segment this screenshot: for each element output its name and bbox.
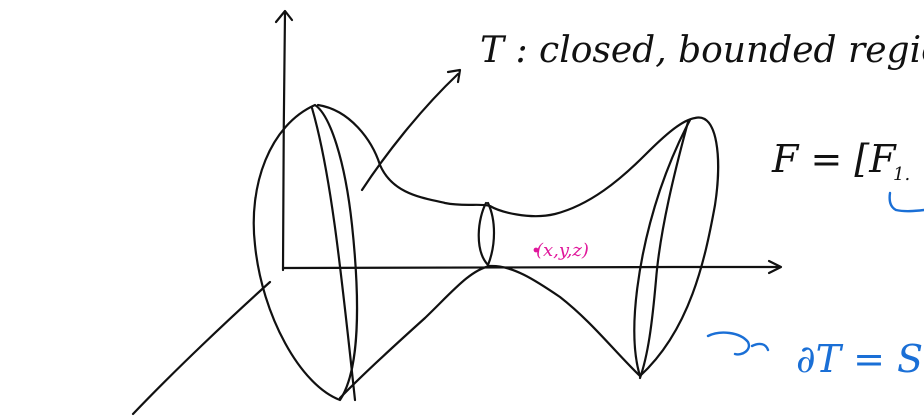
equation-subscript: 1. xyxy=(893,164,910,185)
y-axis xyxy=(281,265,782,270)
solid-region xyxy=(252,103,720,402)
pointer-line xyxy=(360,72,460,192)
point-label: (x,y,z) xyxy=(536,240,589,261)
y-axis-arrowhead xyxy=(767,259,783,275)
left-bell-outline xyxy=(252,103,359,402)
pointer-arrow xyxy=(360,68,462,192)
z-axis xyxy=(281,10,287,272)
bracket-mark xyxy=(888,191,924,213)
boundary-arrow-icon xyxy=(706,331,770,356)
top-profile xyxy=(316,103,720,378)
axes xyxy=(131,9,783,416)
boundary-equation: ∂T = S xyxy=(796,337,923,381)
z-axis-arrowhead xyxy=(274,9,294,24)
bottom-profile xyxy=(338,264,642,400)
equation-left: F = [F xyxy=(771,137,897,181)
pointer-arrowhead xyxy=(446,68,462,84)
neck-ellipse xyxy=(477,201,496,267)
x-axis xyxy=(131,280,272,416)
right-bell-inner-curve xyxy=(638,120,690,380)
region-note: T : closed, bounded region. xyxy=(480,30,924,71)
point-dot xyxy=(533,247,539,253)
left-bell-inner-curve xyxy=(310,106,357,402)
